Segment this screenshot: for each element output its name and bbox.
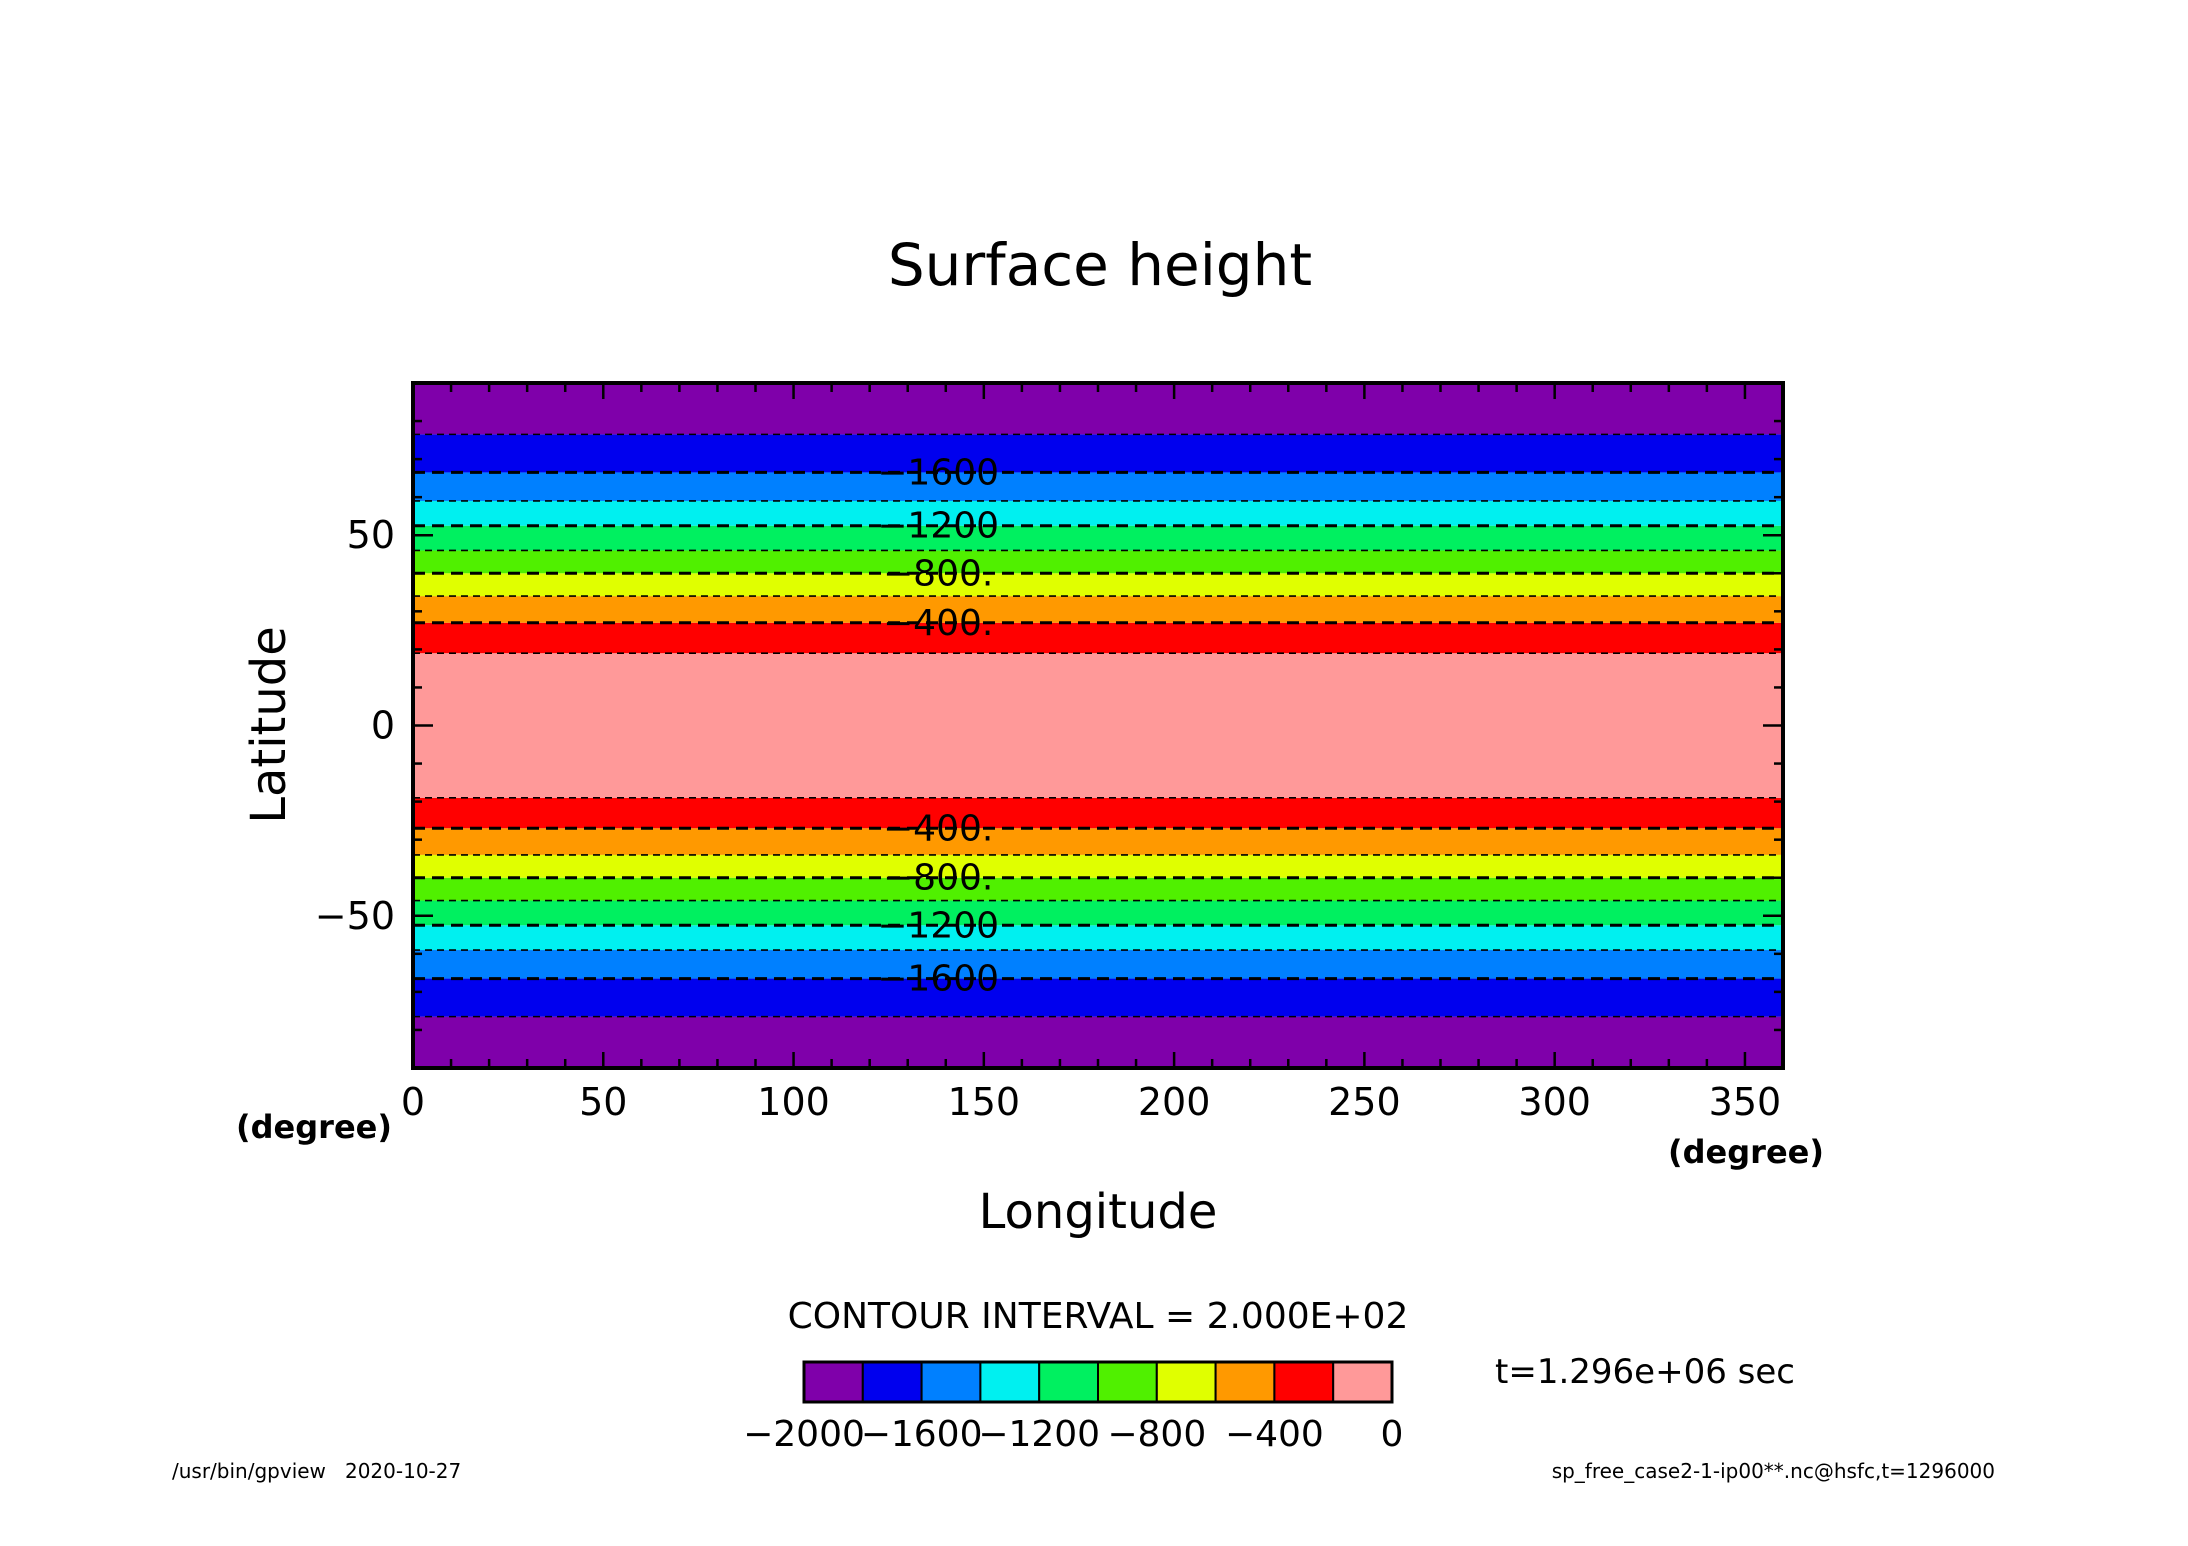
color-band: [413, 653, 1783, 798]
color-band: [413, 900, 1783, 926]
x-tick-label: 250: [1328, 1080, 1401, 1124]
x-tick-label: 0: [401, 1080, 425, 1124]
color-band: [413, 854, 1783, 878]
x-tick-label: 200: [1138, 1080, 1211, 1124]
contour-label: −1200: [877, 905, 999, 946]
plot-area: [413, 383, 1783, 1068]
colorbar-label: −1200: [978, 1414, 1100, 1455]
plot-frame: [411, 381, 1785, 1070]
footer-left: /usr/bin/gpview 2020-10-27: [172, 1459, 461, 1483]
contour-label: −400.: [883, 808, 993, 849]
colorbar-cell: [1097, 1361, 1158, 1403]
color-band: [413, 434, 1783, 473]
color-band: [413, 925, 1783, 951]
color-band: [413, 877, 1783, 901]
colorbar-label: 0: [1381, 1414, 1404, 1455]
color-band: [413, 573, 1783, 597]
colorbar-cell: [1038, 1361, 1099, 1403]
colorbar: [803, 1361, 1393, 1403]
color-band: [413, 828, 1783, 855]
contour-label: −400.: [883, 603, 993, 644]
colorbar-frame: [802, 1360, 1394, 1404]
x-tick-label: 100: [757, 1080, 830, 1124]
colorbar-cell: [1214, 1361, 1276, 1403]
colorbar-cell: [920, 1361, 982, 1403]
contour-label: −800.: [883, 553, 993, 594]
x-tick-label: 350: [1709, 1080, 1782, 1124]
footer-right: sp_free_case2-1-ip00**.nc@hsfc,t=1296000: [1552, 1459, 1995, 1483]
color-band: [413, 550, 1783, 574]
colorbar-label: −800: [1107, 1414, 1206, 1455]
color-band: [413, 622, 1783, 654]
colorbar-cell: [803, 1361, 864, 1403]
x-unit-left: (degree): [236, 1108, 392, 1146]
contour-lines: −1600 −1200 −800. −400. −400. −800. −1200 −1600: [413, 433, 1783, 1018]
x-tick-label: 50: [579, 1080, 627, 1124]
colorbar-cell: [1332, 1361, 1393, 1403]
colorbar-label: −1600: [861, 1414, 983, 1455]
y-tick-label: −50: [315, 894, 395, 938]
y-tick-label: 0: [371, 704, 395, 748]
contour-interval-text: CONTOUR INTERVAL = 2.000E+02: [788, 1296, 1409, 1337]
x-tick-labels: 0 50 100 150 200 250 300 350: [401, 1080, 1781, 1124]
colorbar-labels: −2000−1600−1200 −800 −400 0: [743, 1414, 1403, 1455]
color-band: [413, 500, 1783, 526]
color-band: [413, 978, 1783, 1017]
chart-title: Surface height: [888, 231, 1312, 299]
x-axis-label: Longitude: [979, 1184, 1218, 1240]
y-tick-label: 50: [347, 513, 395, 557]
x-tick-label: 150: [948, 1080, 1021, 1124]
contour-label: −1200: [877, 506, 999, 547]
colorbar-cell: [861, 1361, 923, 1403]
colorbar-label: −2000: [743, 1414, 865, 1455]
colorbar-cell: [979, 1361, 1041, 1403]
contour-label: −800.: [883, 858, 993, 899]
colorbar-label: −400: [1225, 1414, 1324, 1455]
x-unit-right: (degree): [1668, 1133, 1824, 1171]
color-band: [413, 525, 1783, 551]
color-band: [413, 472, 1783, 501]
colorbar-cell: [1273, 1361, 1335, 1403]
contour-label: −1600: [877, 959, 999, 1000]
color-band: [413, 596, 1783, 623]
contour-label: −1600: [877, 452, 999, 493]
y-tick-labels: −50 0 50: [315, 513, 395, 938]
color-band: [413, 950, 1783, 979]
x-tick-label: 300: [1518, 1080, 1591, 1124]
color-band: [413, 797, 1783, 829]
colorbar-cell: [1155, 1361, 1217, 1403]
y-axis-label: Latitude: [241, 626, 297, 824]
time-text: t=1.296e+06 sec: [1495, 1352, 1795, 1392]
